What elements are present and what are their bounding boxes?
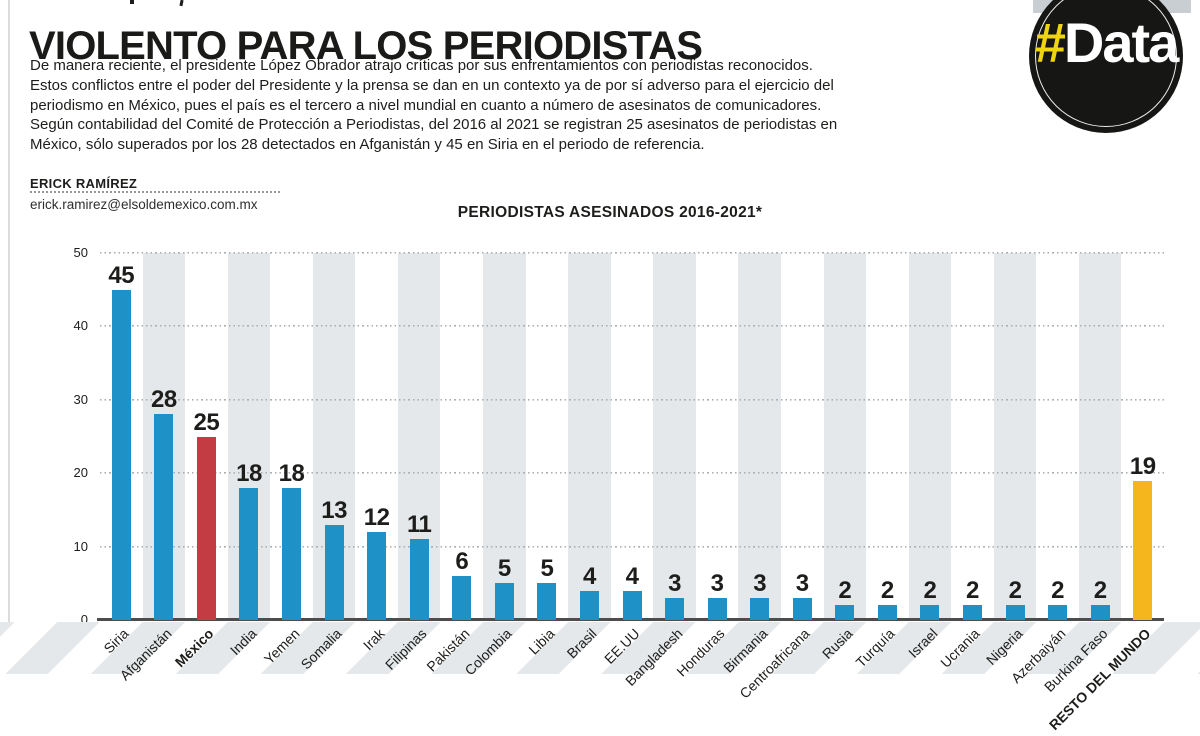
bg-stripe [1078, 253, 1122, 620]
bar-value-label: 28 [150, 386, 177, 414]
bar-value-label: 45 [108, 261, 135, 289]
bar-value-label: 4 [625, 562, 639, 590]
bar-value-label: 2 [923, 577, 937, 605]
bar-value-label: 3 [795, 569, 809, 597]
bar-value-label: 5 [497, 555, 511, 583]
bar-value-label: 18 [236, 459, 262, 487]
y-tick-label: 10 [73, 538, 88, 554]
page-left-rule [8, 0, 10, 674]
intro-line: De manera reciente, el presidente López … [30, 57, 813, 74]
bar-value-label: 2 [1051, 577, 1065, 605]
bar-value-label: 2 [838, 577, 852, 605]
hash-icon: # [1034, 11, 1066, 74]
bar-RESTO DEL MUNDO [1133, 480, 1153, 620]
bar-Brasil [579, 590, 599, 620]
bar-Yemen [282, 487, 302, 620]
bg-stripe [908, 253, 952, 620]
y-tick-label: 40 [73, 318, 88, 334]
y-tick-label: 30 [73, 391, 88, 407]
bar-Libia [537, 583, 557, 620]
bar-value-label: 2 [880, 577, 894, 605]
bar-value-label: 19 [1129, 452, 1156, 480]
bar-value-label: 4 [583, 562, 596, 590]
bar-value-label: 2 [1093, 577, 1107, 605]
hashdata-logo: #Data [1029, 0, 1183, 133]
bar-Azerbaiyán [1048, 605, 1068, 620]
bar-Afganistán [154, 414, 174, 620]
intro-line: Según contabilidad del Comité de Protecc… [30, 116, 838, 134]
bar-value-label: 11 [407, 511, 432, 539]
bar-value-label: 5 [540, 555, 554, 583]
bar-value-label: 25 [193, 408, 220, 436]
y-tick-label: 0 [80, 612, 88, 627]
cropped-headline-fragment [179, 0, 184, 7]
intro-line: periodismo en México, pues el país es el… [30, 96, 822, 114]
bar-value-label: 2 [966, 577, 979, 605]
chart-title: PERIODISTAS ASESINADOS 2016-2021* [457, 204, 763, 221]
bar-value-label: 18 [278, 459, 305, 487]
intro-line: Estos conflictos entre el poder del Pres… [30, 76, 834, 94]
bar-value-label: 3 [753, 569, 767, 597]
bar-Bangladesh [665, 597, 685, 620]
bar-India [239, 487, 259, 620]
bar-Nigeria [1005, 605, 1025, 620]
page-title: VIOLENTO PARA LOS PERIODISTAS [29, 23, 703, 68]
bar-Filipinas [409, 539, 429, 620]
intro-paragraph: De manera reciente, el presidente López … [30, 56, 837, 155]
bg-stripe [993, 253, 1037, 620]
y-tick-label: 20 [73, 465, 88, 481]
bar-Ucrania [962, 605, 982, 620]
bar-México [196, 436, 216, 620]
bar-Somalia [324, 524, 344, 620]
y-tick-label: 50 [73, 245, 88, 260]
logo-inner-ring [1035, 0, 1177, 127]
bar-Birmania [750, 597, 770, 620]
bar-Honduras [707, 597, 727, 620]
bg-stripe [568, 253, 611, 620]
bg-stripe [823, 253, 867, 620]
gridline-30 [100, 398, 1164, 401]
bar-Burkina Faso [1090, 605, 1110, 620]
bg-stripe [483, 253, 526, 620]
byline-dotted-rule [30, 191, 280, 193]
gridline-20 [100, 472, 1164, 475]
gridline-40 [100, 325, 1164, 328]
byline-author: ERICK RAMÍREZ [30, 176, 138, 191]
bar-value-label: 13 [321, 496, 347, 524]
bar-Colombia [494, 583, 514, 620]
cropped-headline-fragment [130, 0, 134, 4]
logo-text: #Data [1034, 11, 1180, 74]
bar-EE.UU [622, 590, 642, 620]
bar-Irak [367, 531, 387, 620]
gridline-50 [100, 252, 1164, 254]
bg-stripe [653, 253, 696, 620]
bar-Pakistán [452, 575, 472, 620]
intro-line: México, sólo superados por los 28 detect… [30, 136, 705, 154]
bar-Turquía [877, 605, 897, 620]
byline-email: erick.ramirez@elsoldemexico.com.mx [30, 197, 258, 212]
xaxis-label-band-area [0, 622, 1200, 674]
bar-value-label: 12 [363, 503, 390, 531]
bar-value-label: 3 [668, 569, 681, 597]
bg-stripe [738, 253, 781, 620]
bar-Israel [920, 605, 940, 620]
bar-value-label: 6 [455, 547, 469, 575]
bar-value-label: 2 [1008, 577, 1022, 605]
gridline-10 [100, 545, 1164, 548]
bar-Siria [111, 289, 131, 620]
bar-Centroafricana [792, 597, 812, 620]
bar-value-label: 3 [710, 569, 724, 597]
bar-Rusia [835, 605, 855, 620]
